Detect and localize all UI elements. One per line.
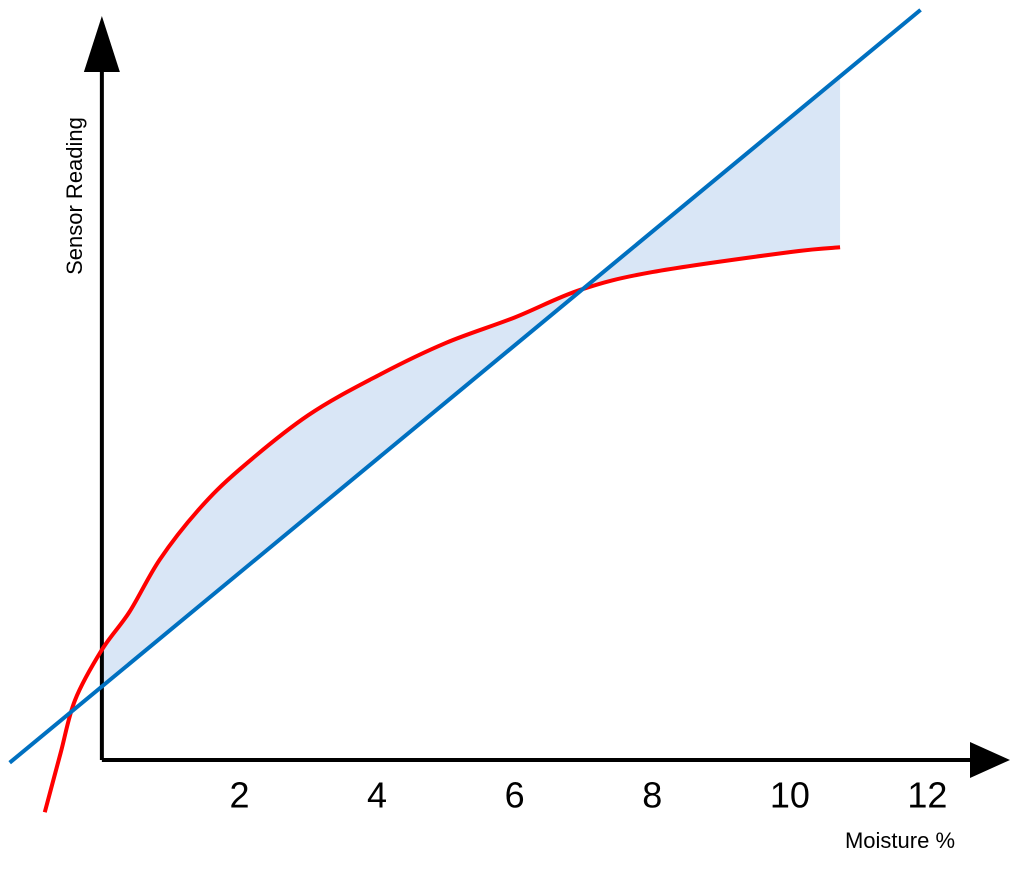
x-tick-label: 4	[367, 774, 387, 815]
x-axis-arrow	[970, 741, 1010, 778]
x-axis-label: Moisture %	[845, 828, 955, 853]
x-tick-label: 8	[642, 774, 662, 815]
line-series	[42, 245, 841, 813]
y-axis-label: Sensor Reading	[62, 117, 87, 275]
x-tick-label: 2	[229, 774, 249, 815]
x-tick-label: 12	[907, 774, 947, 815]
x-tick-label: 10	[770, 774, 810, 815]
y-axis-arrow	[83, 16, 120, 72]
x-tick-label: 6	[505, 774, 525, 815]
line-series	[8, 8, 922, 765]
